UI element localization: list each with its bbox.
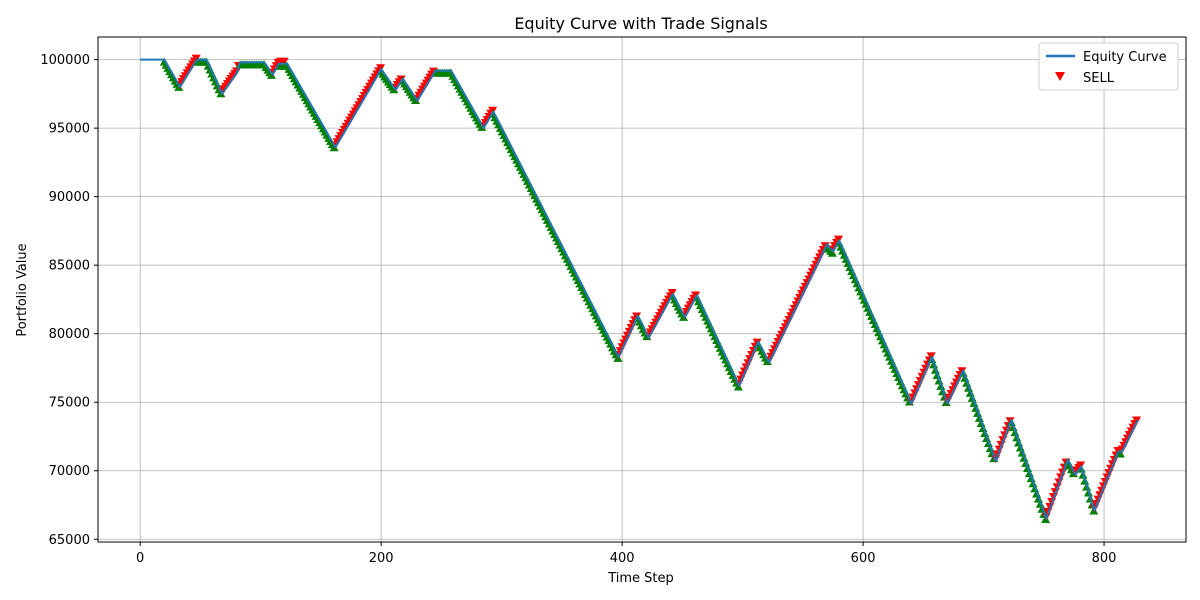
y-tick-label: 65000 xyxy=(49,533,90,548)
legend-sell-label: SELL xyxy=(1083,71,1115,86)
sell-marker xyxy=(1076,461,1086,470)
buy-marker xyxy=(827,248,837,257)
y-tick-label: 70000 xyxy=(49,464,90,479)
sell-marker xyxy=(376,64,386,73)
grid-layer xyxy=(98,37,1186,542)
legend-sell-swatch xyxy=(1055,72,1065,81)
equity-curve-line xyxy=(140,58,1139,520)
y-tick-label: 100000 xyxy=(40,53,90,68)
sell-marker xyxy=(191,54,201,63)
buy-marker xyxy=(1115,449,1125,458)
y-tick-label: 85000 xyxy=(49,259,90,274)
legend: Equity Curve SELL xyxy=(1038,42,1179,91)
x-tick-label: 600 xyxy=(851,551,876,566)
sell-marker xyxy=(279,57,289,66)
buy-marker xyxy=(267,70,277,79)
y-tick-label: 80000 xyxy=(49,327,90,342)
sell-marker xyxy=(488,106,498,115)
chart-title: Equity Curve with Trade Signals xyxy=(514,14,767,33)
axis-ticks: 0 200 400 600 800 65000 70000 75000 80000 85000 90… xyxy=(40,53,1116,566)
y-tick-label: 90000 xyxy=(49,190,90,205)
x-tick-label: 800 xyxy=(1092,551,1117,566)
plot-frame xyxy=(97,36,1187,543)
x-axis-label: Time Step xyxy=(607,571,674,586)
buy-marker xyxy=(329,143,339,152)
y-tick-label: 75000 xyxy=(49,396,90,411)
y-axis-label: Portfolio Value xyxy=(15,243,30,336)
x-tick-label: 400 xyxy=(610,551,635,566)
x-tick-label: 200 xyxy=(369,551,394,566)
x-tick-label: 0 xyxy=(136,551,144,566)
buy-marker xyxy=(389,85,399,94)
buy-marker xyxy=(410,95,420,104)
equity-line-layer xyxy=(140,58,1139,520)
sell-marker xyxy=(396,75,406,84)
legend-equity-label: Equity Curve xyxy=(1083,50,1167,65)
y-tick-label: 95000 xyxy=(49,122,90,137)
